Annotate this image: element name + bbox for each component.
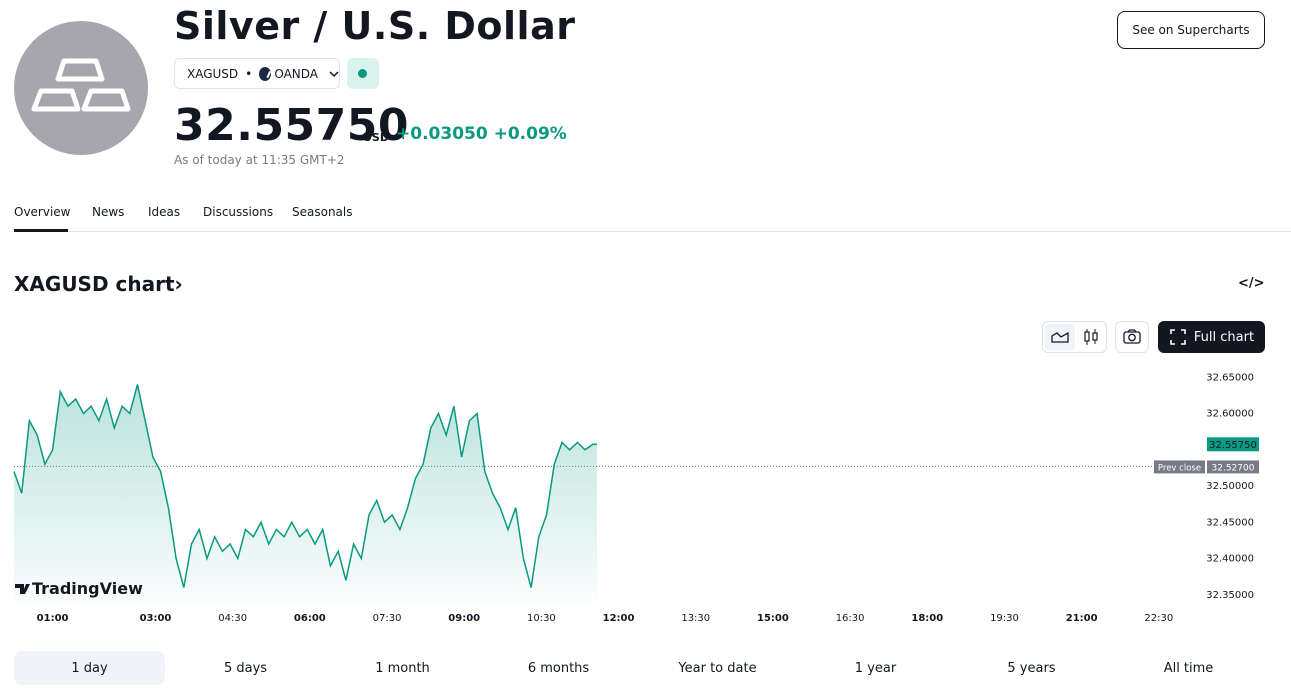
range-5-years[interactable]: 5 years [1007, 660, 1056, 676]
active-tab-indicator [14, 229, 68, 232]
broker-logo-icon [259, 66, 272, 81]
snapshot-button[interactable] [1115, 321, 1149, 353]
x-tick-label: 18:00 [911, 613, 943, 624]
camera-icon [1123, 329, 1141, 344]
time-axis: 01:00 03:00 04:30 06:00 07:30 09:00 10:30 12:00… [37, 613, 1174, 624]
tab-news[interactable]: News [92, 205, 125, 219]
symbol-label: XAGUSD [187, 66, 239, 81]
tabs-divider [14, 231, 1291, 232]
separator-dot: • [245, 66, 253, 81]
range-1-day[interactable]: 1 day [14, 651, 165, 685]
area-chart-button[interactable] [1045, 324, 1075, 350]
prev-close-tag [1154, 460, 1205, 474]
y-tick-label: 32.45000 [1206, 517, 1254, 528]
tradingview-wordmark: TradingView [32, 579, 143, 598]
y-tick-label: 32.40000 [1206, 554, 1254, 565]
x-tick-label: 07:30 [373, 613, 402, 624]
y-tick-label: 32.60000 [1206, 409, 1254, 420]
candles-icon [1084, 329, 1098, 345]
chart-type-group [1042, 321, 1107, 353]
last-price: 32.55750 [174, 100, 410, 151]
price-line [13, 384, 597, 588]
range-year-to-date[interactable]: Year to date [678, 660, 757, 676]
prev-close-value-label: 32.52700 [1212, 463, 1255, 473]
y-tick-label: 32.65000 [1206, 372, 1254, 383]
x-tick-label: 13:30 [681, 613, 710, 624]
x-tick-label: 01:00 [37, 613, 69, 624]
market-status-indicator[interactable] [347, 58, 379, 89]
x-tick-label: 22:30 [1144, 613, 1173, 624]
price-change: +0.03050 +0.09% [396, 124, 567, 144]
chart-heading-text: XAGUSD chart [14, 272, 175, 296]
chart-heading-link[interactable]: XAGUSD chart› [14, 272, 183, 296]
x-tick-label: 10:30 [527, 613, 556, 624]
tab-seasonals[interactable]: Seasonals [292, 205, 353, 219]
area-chart-icon [1051, 331, 1069, 343]
tab-ideas[interactable]: Ideas [148, 205, 181, 219]
x-tick-label: 06:00 [294, 613, 326, 624]
range-5-days[interactable]: 5 days [223, 660, 268, 676]
change-percent: +0.09% [493, 124, 567, 144]
fullscreen-icon [1170, 329, 1186, 345]
range-selector: 1 day 5 days 1 month 6 months Year to da… [14, 651, 1265, 685]
x-tick-label: 19:30 [990, 613, 1019, 624]
x-tick-label: 16:30 [836, 613, 865, 624]
symbol-exchange-selector[interactable]: XAGUSD • OANDA [174, 58, 340, 89]
x-tick-label: 03:00 [140, 613, 172, 624]
range-1-month[interactable]: 1 month [375, 660, 430, 676]
market-open-dot-icon [358, 69, 367, 78]
see-on-supercharts-button[interactable]: See on Supercharts [1117, 11, 1265, 49]
price-chart[interactable]: 32.65000 32.60000 32.50000 32.45000 32.40000… [0, 360, 1291, 630]
price-axis: 32.65000 32.60000 32.50000 32.45000 32.40000… [1154, 372, 1259, 601]
full-chart-label: Full chart [1193, 329, 1255, 345]
chevron-right-icon: › [174, 272, 183, 296]
chart-plot-area [13, 384, 1205, 602]
x-tick-label: 04:30 [218, 613, 247, 624]
prev-close-value-badge [1207, 460, 1259, 474]
chevron-down-icon [329, 67, 339, 81]
embed-code-button[interactable]: </> [1238, 276, 1265, 291]
x-tick-label: 21:00 [1066, 613, 1098, 624]
price-timestamp: As of today at 11:35 GMT+2 [174, 153, 345, 167]
tradingview-icon [15, 584, 30, 594]
full-chart-button[interactable]: Full chart [1158, 321, 1265, 353]
last-price-badge-label: 32.55750 [1209, 440, 1257, 451]
candles-chart-button[interactable] [1077, 324, 1105, 350]
silver-bars-icon [14, 21, 148, 155]
tradingview-logo: TradingView [15, 579, 143, 598]
prev-close-tag-label: Prev close [1158, 463, 1201, 473]
y-tick-label: 32.35000 [1206, 590, 1254, 601]
last-price-badge [1207, 437, 1259, 452]
price-currency: USD [363, 131, 389, 144]
range-1-year[interactable]: 1 year [854, 660, 897, 676]
x-tick-label: 12:00 [603, 613, 635, 624]
page-title: Silver / U.S. Dollar [174, 4, 576, 48]
tab-overview[interactable]: Overview [14, 205, 71, 219]
broker-label: OANDA [274, 66, 318, 81]
tab-discussions[interactable]: Discussions [203, 205, 274, 219]
range-6-months[interactable]: 6 months [527, 660, 590, 676]
x-tick-label: 09:00 [448, 613, 480, 624]
range-all-time[interactable]: All time [1163, 660, 1214, 676]
price-area-fill [14, 384, 597, 602]
y-tick-label: 32.50000 [1206, 481, 1254, 492]
x-tick-label: 15:00 [757, 613, 789, 624]
change-absolute: +0.03050 [396, 124, 488, 144]
